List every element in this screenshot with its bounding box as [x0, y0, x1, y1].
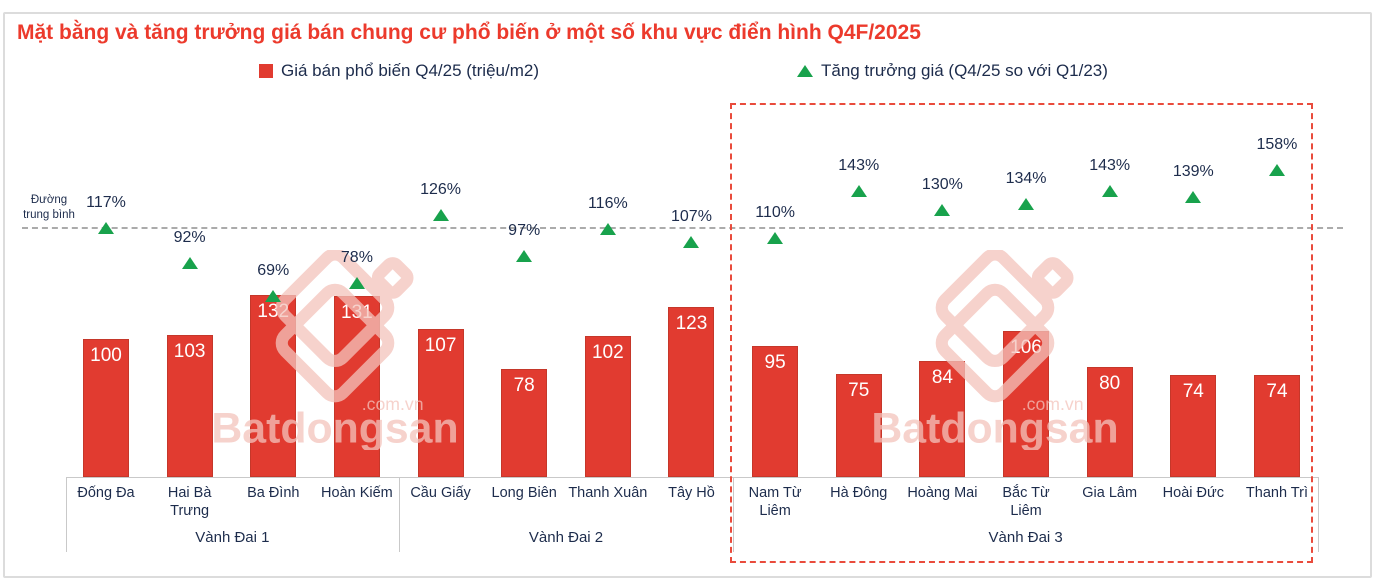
category-label: Hai Bà Trưng: [167, 485, 212, 519]
price-bar: 103: [166, 334, 213, 477]
price-value-label: 75: [848, 379, 870, 401]
growth-triangle-icon: [181, 257, 198, 270]
growth-triangle-icon: [599, 223, 616, 236]
growth-value-label: 78%: [340, 249, 373, 267]
price-value-label: 102: [591, 342, 624, 364]
legend-price-label: Giá bán phổ biến Q4/25 (triệu/m2): [281, 61, 539, 80]
growth-value-label: 110%: [755, 203, 795, 221]
growth-triangle-icon: [98, 222, 114, 234]
category-label: Hoàng Mai: [907, 485, 978, 501]
growth-triangle-icon: [1101, 185, 1118, 198]
price-value-label: 78: [513, 375, 535, 397]
category-label: Hà Đông: [830, 485, 888, 501]
price-value-label: 74: [1266, 380, 1288, 402]
category-label: Hoàn Kiếm: [321, 485, 393, 501]
growth-triangle-icon: [767, 231, 784, 244]
growth-value-label: 143%: [1089, 157, 1131, 175]
group-divider: [733, 477, 735, 552]
price-bar: 107: [417, 329, 464, 477]
category-label: Long Biên: [491, 485, 557, 501]
price-value-label: 123: [675, 313, 708, 335]
growth-triangle-icon: [265, 289, 282, 302]
legend-item-price: Giá bán phổ biến Q4/25 (triệu/m2): [259, 57, 539, 85]
price-bar: 80: [1086, 366, 1133, 477]
price-bar: 95: [752, 345, 799, 477]
growth-value-label: 143%: [838, 157, 880, 175]
growth-triangle-icon: [1018, 197, 1035, 210]
price-bar: 102: [584, 336, 631, 477]
price-bar: 74: [1253, 374, 1300, 477]
legend-item-growth: Tăng trưởng giá (Q4/25 so với Q1/23): [797, 57, 1108, 85]
price-value-label: 107: [424, 335, 457, 357]
growth-triangle-icon: [1268, 164, 1285, 176]
price-bar: 100: [83, 339, 129, 477]
growth-value-label: 130%: [921, 175, 963, 193]
category-label: Đống Đa: [77, 485, 135, 501]
growth-value-label: 158%: [1256, 136, 1298, 153]
group-divider: [398, 477, 400, 552]
category-label: Gia Lâm: [1082, 485, 1138, 501]
category-label: Tây Hồ: [668, 485, 715, 501]
growth-value-label: 69%: [257, 261, 290, 279]
group-divider: [66, 477, 67, 552]
growth-value-label: 97%: [508, 222, 541, 240]
group-label: Vành Đai 2: [528, 529, 604, 546]
category-label: Ba Đình: [247, 485, 300, 501]
growth-series-triangle-icon: [797, 65, 813, 77]
group-divider: [1318, 477, 1319, 552]
price-bar: 75: [835, 373, 882, 477]
vanh-dai-3-highlight-box: [730, 103, 1313, 563]
price-value-label: 95: [764, 351, 786, 373]
price-value-label: 103: [173, 340, 206, 362]
category-label: Thanh Trì: [1245, 485, 1308, 501]
growth-value-label: 139%: [1172, 162, 1214, 180]
price-value-label: 74: [1182, 380, 1204, 402]
average-line-label: Đường trung bình: [23, 194, 75, 221]
growth-value-label: 92%: [173, 229, 206, 247]
group-label: Vành Đai 1: [195, 529, 270, 546]
price-bar: 123: [668, 307, 715, 477]
growth-triangle-icon: [516, 250, 533, 263]
category-label: Hoài Đức: [1162, 485, 1224, 501]
growth-triangle-icon: [683, 236, 700, 249]
legend-growth-label: Tăng trưởng giá (Q4/25 so với Q1/23): [821, 61, 1108, 80]
price-bar: 78: [501, 369, 548, 477]
growth-value-label: 126%: [420, 181, 461, 199]
category-axis-line: [66, 477, 1318, 478]
price-value-label: 132: [257, 300, 290, 322]
growth-triangle-icon: [432, 209, 449, 222]
growth-value-label: 107%: [671, 208, 712, 226]
growth-triangle-icon: [1185, 190, 1202, 203]
category-label: Cầu Giấy: [410, 485, 471, 501]
price-bar: 74: [1170, 374, 1217, 477]
group-label: Vành Đai 3: [988, 529, 1063, 546]
price-value-label: 100: [90, 345, 122, 366]
chart-title: Mặt bằng và tăng trưởng giá bán chung cư…: [17, 21, 921, 44]
average-line: [22, 227, 1343, 229]
growth-value-label: 117%: [86, 194, 126, 211]
price-bar: 131: [333, 296, 380, 477]
growth-triangle-icon: [348, 277, 365, 290]
growth-triangle-icon: [934, 203, 951, 216]
growth-value-label: 134%: [1005, 169, 1047, 187]
category-label: Bắc Từ Liêm: [1002, 485, 1050, 519]
price-value-label: 80: [1099, 372, 1121, 394]
category-label: Nam Từ Liêm: [748, 485, 802, 519]
category-label: Thanh Xuân: [568, 485, 648, 501]
growth-value-label: 116%: [587, 195, 628, 213]
chart-card-frame: [3, 12, 1372, 578]
price-value-label: 131: [341, 302, 373, 324]
price-series-swatch-icon: [259, 64, 273, 78]
price-bar: 132: [250, 294, 297, 477]
growth-triangle-icon: [850, 185, 867, 198]
